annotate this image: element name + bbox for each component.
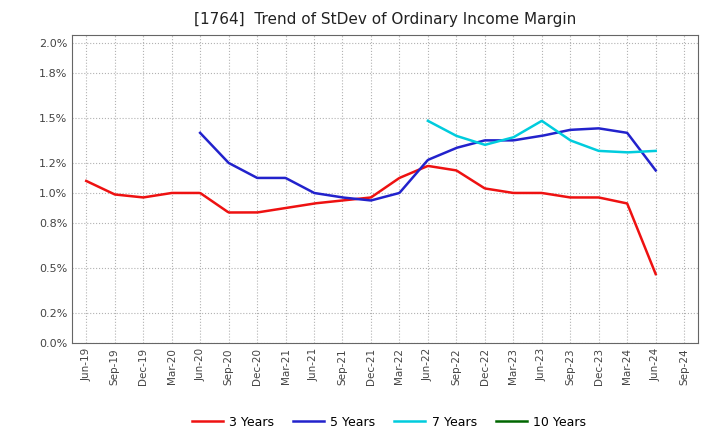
Legend: 3 Years, 5 Years, 7 Years, 10 Years: 3 Years, 5 Years, 7 Years, 10 Years xyxy=(186,411,591,434)
Title: [1764]  Trend of StDev of Ordinary Income Margin: [1764] Trend of StDev of Ordinary Income… xyxy=(194,12,576,27)
